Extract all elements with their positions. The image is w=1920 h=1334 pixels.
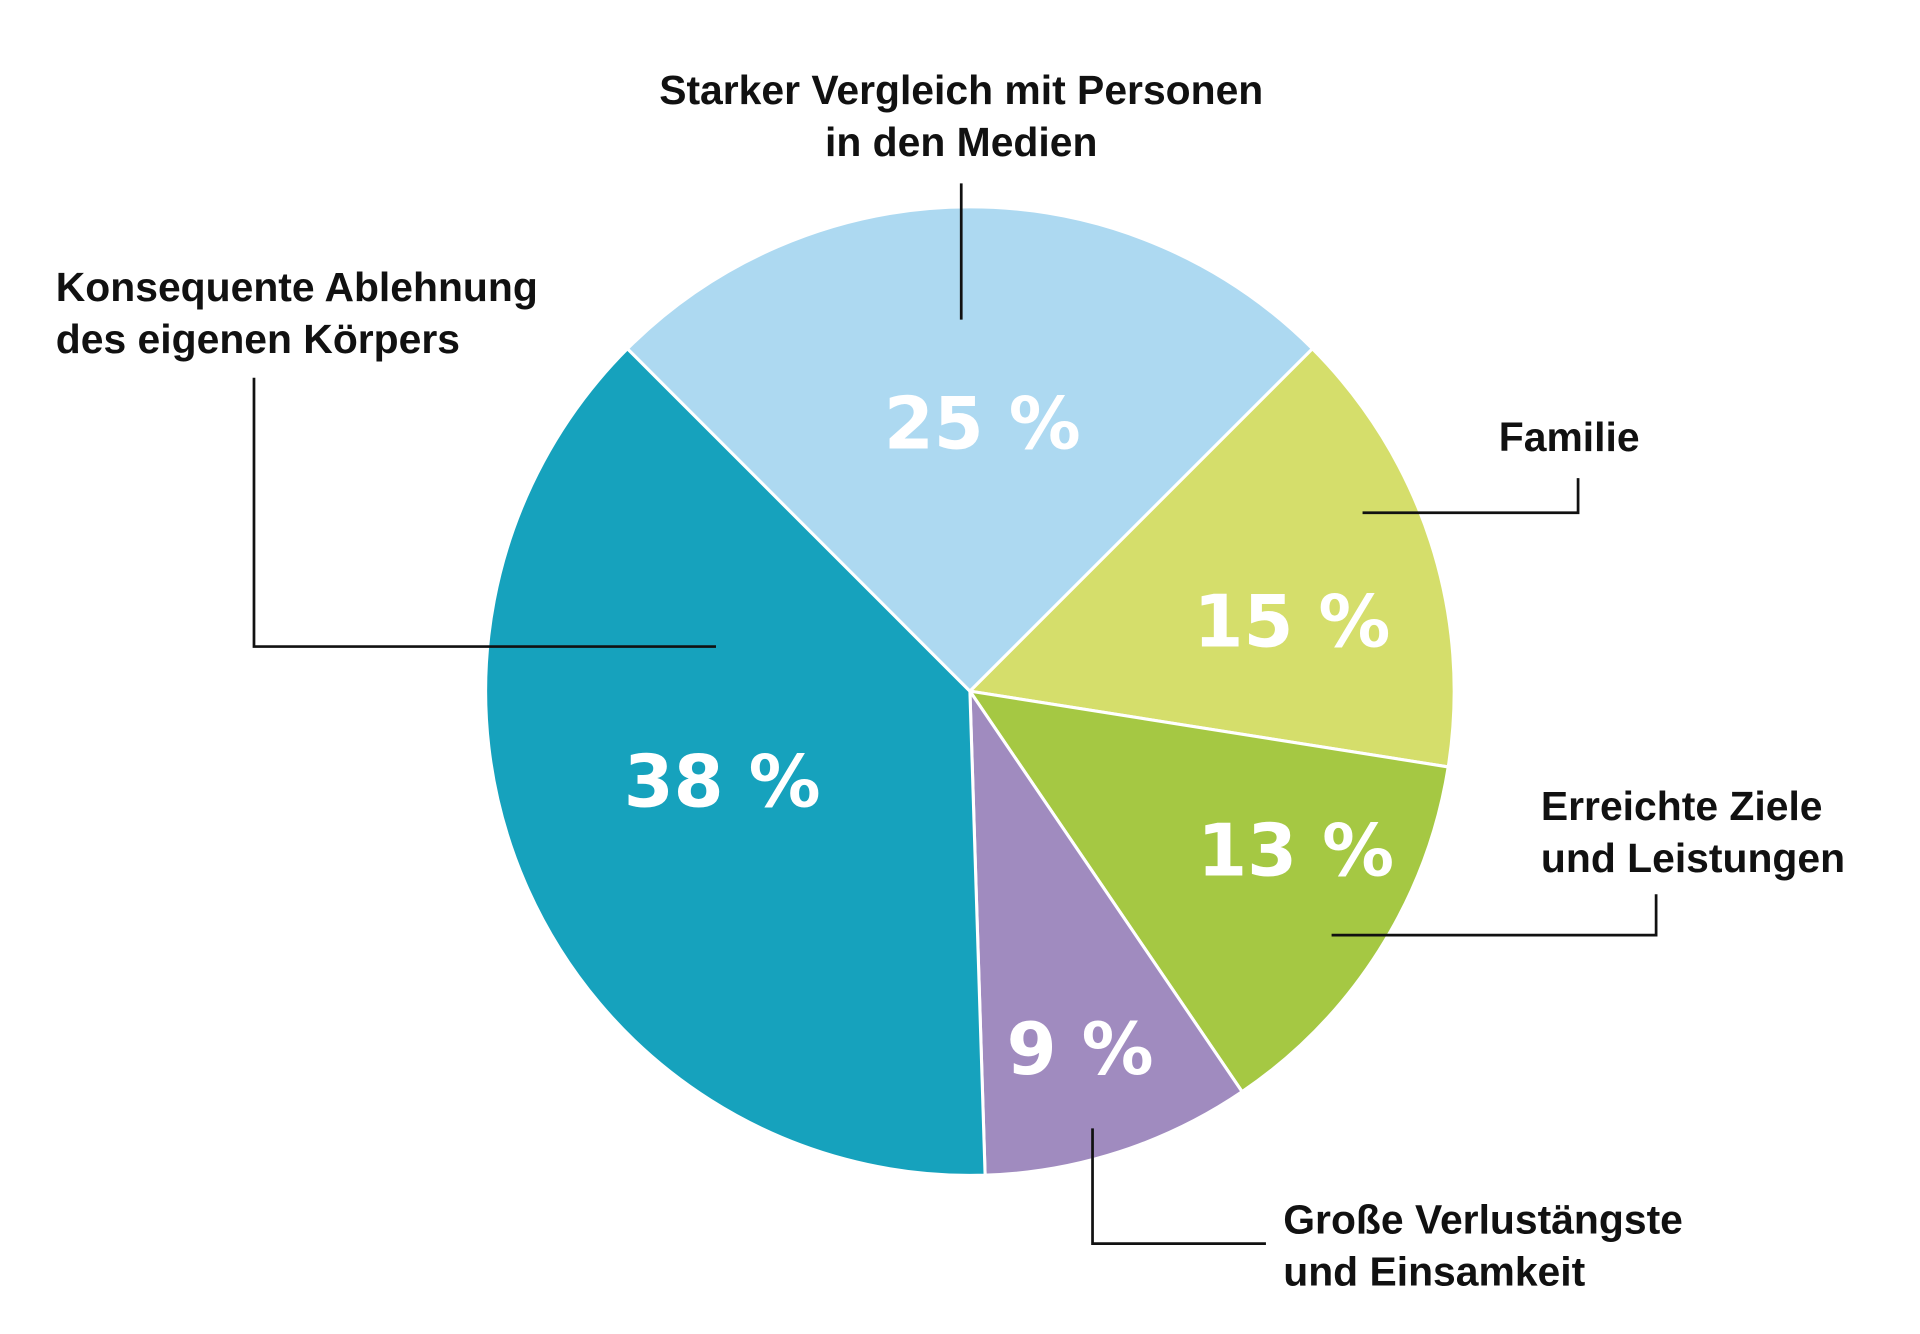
slice-category-label: Konsequente Ablehnung des eigenen Körpers — [56, 264, 538, 362]
label-line: Große Verlustängste — [1283, 1197, 1683, 1243]
pie-slice — [966, 346, 1456, 769]
slice-category-label: Starker Vergleich mit Personen in den Med… — [659, 67, 1263, 165]
slice-category-label: Erreichte Ziele und Leistungen — [1541, 783, 1845, 881]
slice-category-label: Große Verlustängste und Einsamkeit — [1283, 1197, 1683, 1295]
slice-value-label: 13 % — [1197, 809, 1394, 893]
slice-value-label: 15 % — [1193, 580, 1390, 664]
leader-line — [252, 377, 716, 648]
label-line: Familie — [1499, 414, 1640, 460]
label-line: in den Medien — [825, 119, 1097, 165]
leader-line — [1091, 1128, 1266, 1245]
pie-slice — [484, 346, 987, 1177]
pie-slice — [966, 689, 1451, 1094]
label-line: und Einsamkeit — [1283, 1249, 1585, 1295]
leader-line — [1362, 478, 1580, 515]
label-line: Starker Vergleich mit Personen — [659, 67, 1263, 113]
label-line: Erreichte Ziele — [1541, 783, 1823, 829]
slice-value-label: 38 % — [624, 739, 821, 823]
leader-line — [1331, 894, 1658, 937]
slice-value-label: 25 % — [884, 381, 1081, 465]
label-line: und Leistungen — [1541, 835, 1845, 881]
slice-value-label: 9 % — [1007, 1007, 1154, 1091]
slice-category-label: Familie — [1499, 414, 1640, 460]
pie-slice — [968, 685, 1245, 1177]
pie-slice — [625, 205, 1315, 694]
label-line: des eigenen Körpers — [56, 316, 460, 362]
label-line: Konsequente Ablehnung — [56, 264, 538, 310]
